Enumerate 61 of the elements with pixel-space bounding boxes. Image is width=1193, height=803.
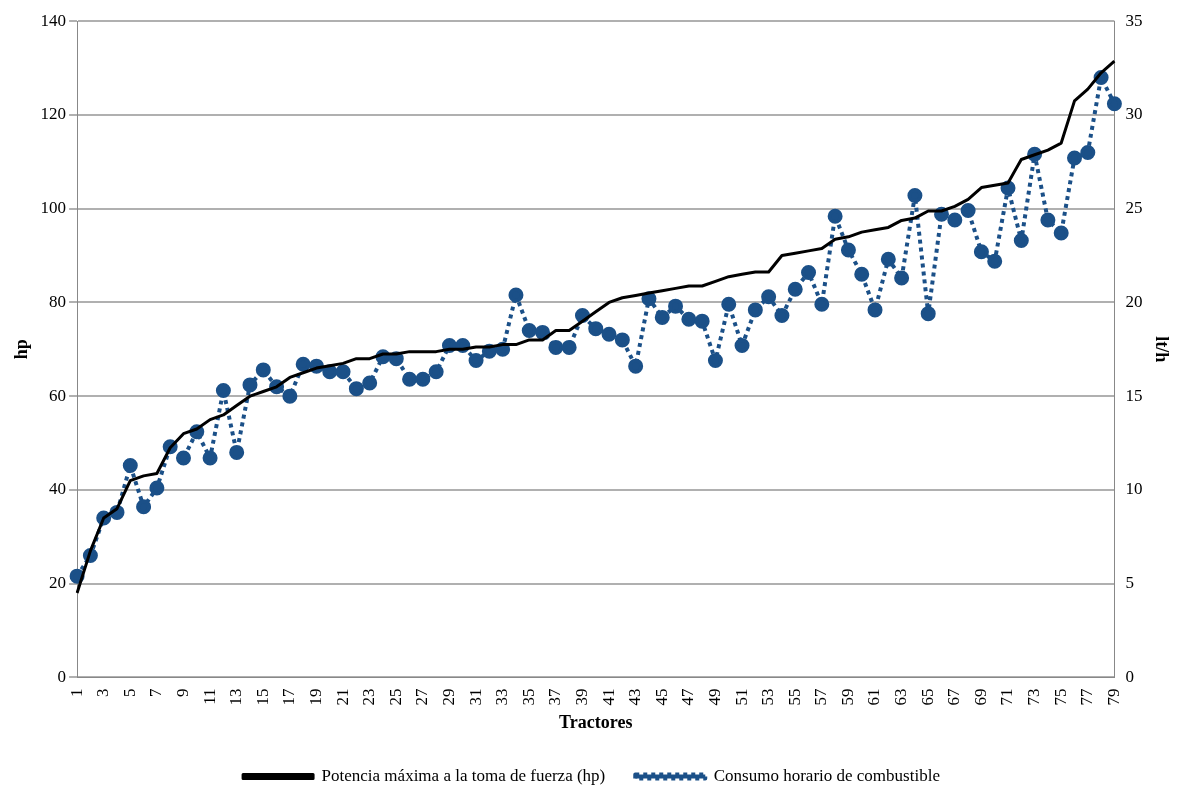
x-tick-label: 73: [1024, 688, 1044, 706]
x-tick-label: 63: [891, 688, 911, 706]
y2-tick-label: 0: [1125, 666, 1134, 686]
y-tick-label: 40: [49, 479, 67, 499]
y-tick-label: 120: [40, 104, 67, 124]
y2-tick-label: 30: [1125, 104, 1143, 124]
y2-tick-label: 10: [1125, 479, 1143, 499]
y-tick-label: 60: [49, 385, 67, 405]
x-tick-label: 25: [385, 688, 405, 706]
y-tick-label: 20: [49, 573, 67, 593]
x-tick-label: 29: [438, 688, 458, 706]
x-tick-label: 21: [332, 688, 352, 706]
x-tick-label: 55: [784, 688, 804, 706]
x-tick-label: 79: [1103, 688, 1123, 706]
y-axis-title: hp: [11, 339, 32, 360]
y2-tick-label: 25: [1125, 198, 1143, 218]
x-tick-label: 1: [66, 688, 86, 697]
x-tick-label: 41: [598, 688, 618, 706]
x-tick-label: 35: [518, 688, 538, 706]
x-tick-label: 5: [119, 688, 139, 697]
y2-tick-label: 15: [1125, 385, 1143, 405]
y2-axis-title: lt/h: [1151, 336, 1172, 363]
y-tick-label: 140: [40, 10, 67, 30]
x-tick-label: 53: [758, 688, 778, 706]
x-tick-label: 77: [1077, 687, 1097, 706]
x-tick-label: 17: [279, 687, 299, 706]
x-tick-label: 71: [997, 688, 1017, 706]
x-tick-label: 49: [704, 688, 724, 706]
x-tick-label: 7: [146, 687, 166, 697]
y-tick-label: 0: [57, 666, 67, 686]
x-tick-label: 19: [305, 688, 325, 706]
y2-tick-label: 5: [1125, 573, 1134, 593]
y-tick-label: 80: [49, 291, 67, 311]
x-tick-label: 65: [917, 688, 937, 706]
x-tick-label: 9: [172, 688, 192, 697]
x-tick-label: 69: [970, 688, 990, 706]
x-tick-label: 57: [811, 687, 831, 706]
x-tick-label: 33: [492, 688, 512, 706]
y2-tick-label: 35: [1125, 10, 1143, 30]
x-tick-label: 51: [731, 688, 751, 706]
x-tick-label: 75: [1050, 688, 1070, 706]
y2-tick-label: 20: [1125, 291, 1143, 311]
x-tick-label: 37: [545, 687, 565, 706]
x-tick-label: 31: [465, 688, 485, 706]
x-tick-label: 47: [678, 687, 698, 706]
x-axis-title: Tractores: [559, 711, 633, 732]
x-tick-label: 27: [412, 687, 432, 706]
x-tick-label: 11: [199, 688, 219, 705]
legend-label: Consumo horario de combustible: [713, 765, 940, 785]
x-tick-label: 23: [359, 688, 379, 706]
x-tick-label: 3: [93, 688, 113, 697]
y-tick-label: 100: [40, 198, 67, 218]
x-tick-label: 43: [625, 688, 645, 706]
x-tick-label: 39: [571, 688, 591, 706]
x-tick-label: 59: [837, 688, 857, 706]
x-tick-label: 45: [651, 688, 671, 706]
x-tick-label: 61: [864, 688, 884, 706]
x-tick-label: 13: [226, 688, 246, 706]
x-tick-label: 15: [252, 688, 272, 706]
x-tick-label: 67: [944, 687, 964, 706]
legend-label: Potencia máxima a la toma de fuerza (hp): [321, 765, 606, 785]
